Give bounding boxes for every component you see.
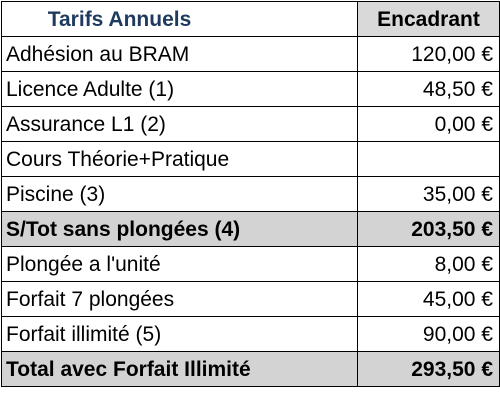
row-price: 45,00 € <box>357 281 500 317</box>
row-price: 35,00 € <box>357 176 500 212</box>
row-price: 48,50 € <box>357 71 500 107</box>
row-label: Forfait illimité (5) <box>1 316 358 352</box>
table-row: Licence Adulte (1) 48,50 € <box>1 71 500 107</box>
row-label: Assurance L1 (2) <box>1 106 358 142</box>
table-row: Forfait illimité (5) 90,00 € <box>1 316 500 352</box>
table-row: Adhésion au BRAM 120,00 € <box>1 36 500 72</box>
row-label: Cours Théorie+Pratique <box>1 141 358 177</box>
row-label: Plongée a l'unité <box>1 246 358 282</box>
row-price: 90,00 € <box>357 316 500 352</box>
subtotal-row: S/Tot sans plongées (4) 203,50 € <box>1 211 500 247</box>
table-row: Plongée a l'unité 8,00 € <box>1 246 500 282</box>
tarifs-body: Adhésion au BRAM 120,00 € Licence Adulte… <box>1 36 500 387</box>
header-row: Tarifs Annuels Encadrant <box>1 1 500 37</box>
total-label: Total avec Forfait Illimité <box>1 351 358 387</box>
row-label: Licence Adulte (1) <box>1 71 358 107</box>
row-price: 120,00 € <box>357 36 500 72</box>
table-row: Piscine (3) 35,00 € <box>1 176 500 212</box>
tarifs-table: Tarifs Annuels Encadrant Adhésion au BRA… <box>1 1 500 387</box>
row-price <box>357 141 500 177</box>
table-title: Tarifs Annuels <box>1 1 358 37</box>
table-row: Forfait 7 plongées 45,00 € <box>1 281 500 317</box>
table-row: Cours Théorie+Pratique <box>1 141 500 177</box>
total-price: 293,50 € <box>357 351 500 387</box>
table-row: Assurance L1 (2) 0,00 € <box>1 106 500 142</box>
total-row: Total avec Forfait Illimité 293,50 € <box>1 351 500 387</box>
row-price: 8,00 € <box>357 246 500 282</box>
column-header-encadrant: Encadrant <box>357 1 500 37</box>
row-label: Forfait 7 plongées <box>1 281 358 317</box>
row-label: Piscine (3) <box>1 176 358 212</box>
row-price: 0,00 € <box>357 106 500 142</box>
subtotal-label: S/Tot sans plongées (4) <box>1 211 358 247</box>
subtotal-price: 203,50 € <box>357 211 500 247</box>
row-label: Adhésion au BRAM <box>1 36 358 72</box>
